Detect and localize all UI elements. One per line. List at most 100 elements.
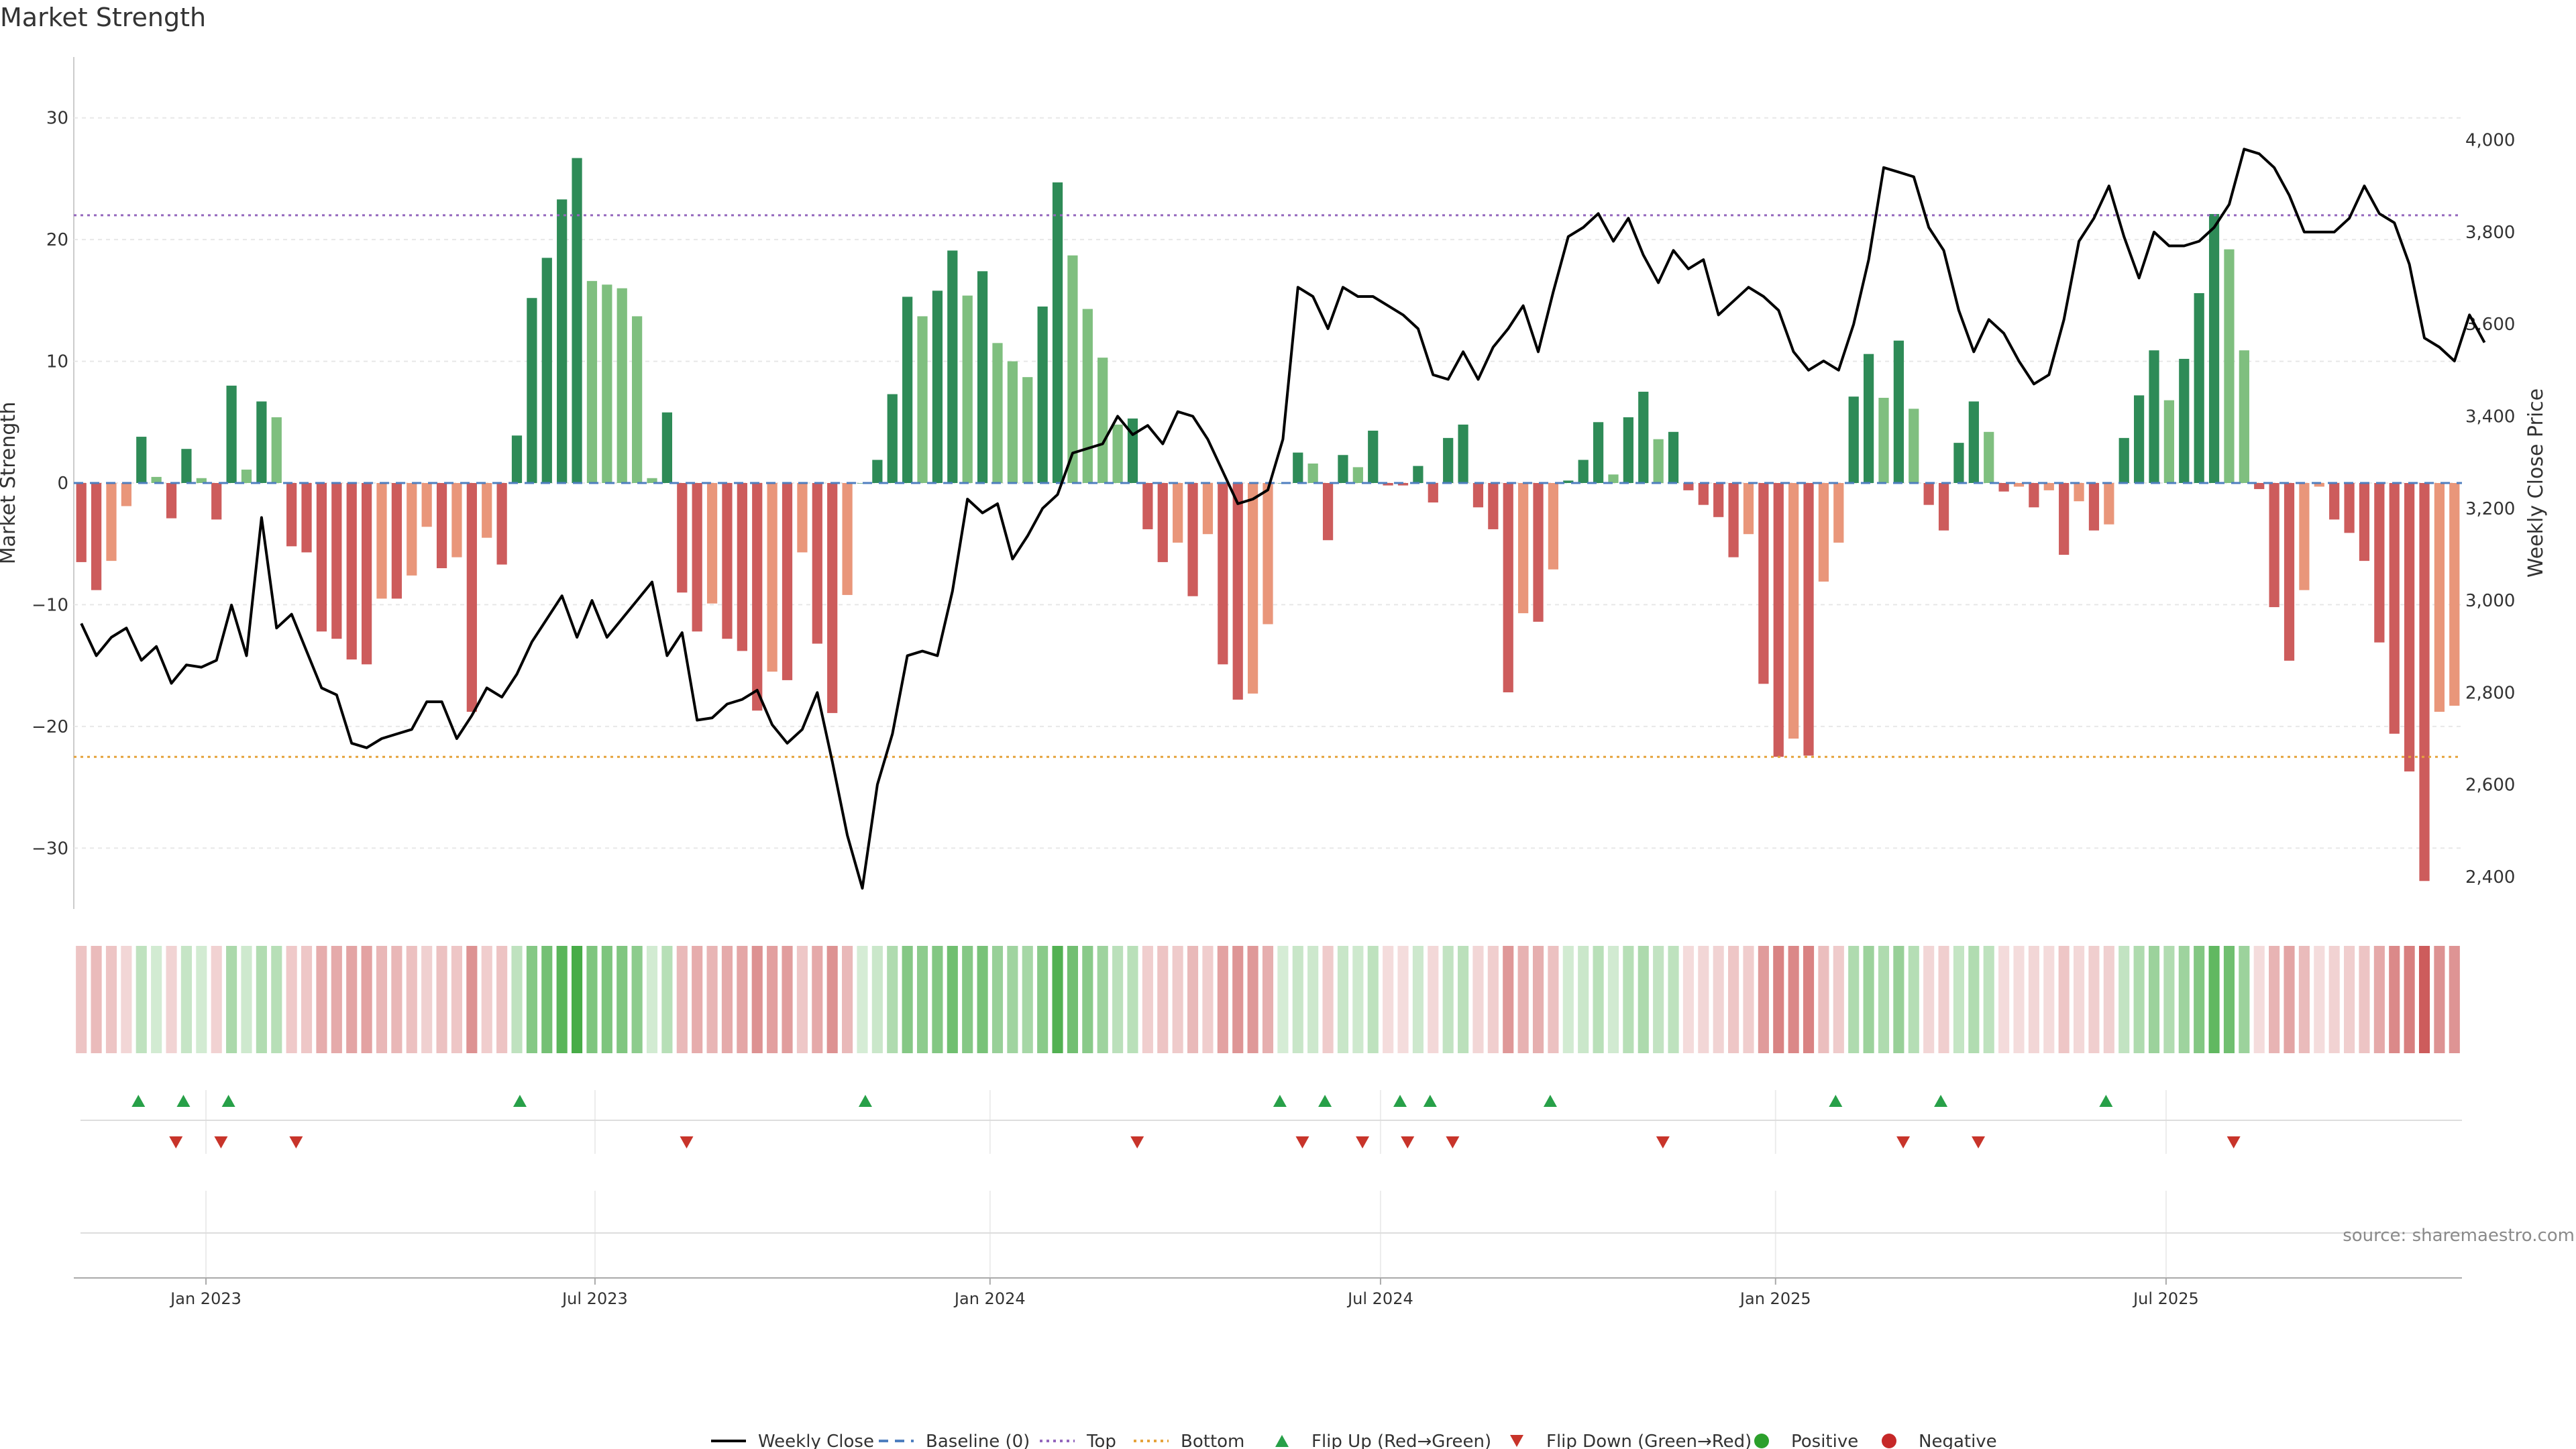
heat-cell: [1593, 946, 1604, 1053]
strength-bar: [1788, 483, 1799, 739]
heat-cell: [2418, 946, 2430, 1053]
y2-tick-label: 3,600: [2465, 315, 2515, 335]
heat-cell: [1412, 946, 1424, 1053]
strength-bar: [241, 470, 252, 483]
heat-cell: [1698, 946, 1709, 1053]
heat-cell: [1818, 946, 1829, 1053]
strength-bar: [2299, 483, 2310, 590]
y2-tick-label: 4,000: [2465, 131, 2515, 151]
heat-cell: [2223, 946, 2235, 1053]
heat-cell: [2028, 946, 2039, 1053]
heat-cell: [1803, 946, 1815, 1053]
strength-bar: [407, 483, 417, 576]
legend-item: Bottom: [1134, 1432, 1244, 1449]
heat-cell: [1503, 946, 1514, 1053]
strength-bar: [2163, 400, 2175, 483]
heat-cell: [1968, 946, 1980, 1053]
heat-cell: [586, 946, 598, 1053]
heat-cell: [676, 946, 688, 1053]
strength-bar: [511, 435, 523, 483]
strength-bar: [1443, 437, 1454, 483]
strength-bar: [2389, 483, 2400, 734]
heat-cell: [1172, 946, 1183, 1053]
strength-bar: [76, 483, 87, 562]
strength-bar: [1338, 455, 1348, 483]
strength-bar: [767, 483, 777, 672]
flip-down-marker: [1356, 1136, 1370, 1148]
strength-bar: [1758, 483, 1769, 684]
strength-bar: [346, 483, 357, 660]
heat-cell: [1112, 946, 1124, 1053]
strength-bar: [1247, 483, 1258, 694]
heat-cell: [2194, 946, 2205, 1053]
strength-bar: [887, 394, 898, 483]
strength-bar: [1998, 483, 2009, 492]
heat-cell: [1773, 946, 1784, 1053]
heat-cell: [2058, 946, 2070, 1053]
heat-cell: [136, 946, 147, 1053]
strength-bar: [1938, 483, 1949, 531]
strength-bar: [1683, 483, 1694, 490]
heat-cell: [1307, 946, 1319, 1053]
strength-bar: [1878, 398, 1889, 483]
strength-bar: [1623, 417, 1633, 483]
flip-up-marker: [513, 1095, 527, 1107]
heat-cell: [180, 946, 192, 1053]
strength-bar: [2179, 358, 2190, 483]
strength-bar: [1668, 431, 1679, 483]
heat-cell: [331, 946, 342, 1053]
heat-cell: [1337, 946, 1349, 1053]
heat-cell: [1397, 946, 1409, 1053]
legend-item: Top: [1040, 1432, 1116, 1449]
heat-cell: [211, 946, 222, 1053]
heat-cell: [511, 946, 523, 1053]
heat-cell: [601, 946, 612, 1053]
heat-cell: [1653, 946, 1664, 1053]
strength-bar: [2434, 483, 2445, 712]
heat-cell: [1458, 946, 1469, 1053]
heat-cell: [1082, 946, 1093, 1053]
strength-bar: [827, 483, 838, 713]
heat-cell: [1428, 946, 1439, 1053]
heat-cell: [2314, 946, 2325, 1053]
heat-cell: [646, 946, 658, 1053]
strength-bar: [1293, 452, 1303, 483]
heat-cell: [316, 946, 327, 1053]
strength-bar: [1368, 430, 1379, 483]
strength-bar: [316, 483, 327, 632]
heat-cell: [2344, 946, 2355, 1053]
heat-cell: [1247, 946, 1258, 1053]
strength-bar: [2074, 483, 2084, 502]
heat-cell: [196, 946, 207, 1053]
legend-label: Flip Down (Green→Red): [1546, 1432, 1752, 1449]
heat-cell: [842, 946, 853, 1053]
strength-bar: [151, 476, 162, 483]
flip-down-marker: [680, 1136, 694, 1148]
strength-bar: [2404, 483, 2415, 771]
strength-bar: [857, 483, 868, 484]
legend-flip-up-swatch: [1275, 1435, 1289, 1447]
strength-bar: [1984, 431, 1994, 483]
y2-tick-label: 3,000: [2465, 591, 2515, 611]
strength-bar: [181, 449, 192, 483]
heat-cell: [1532, 946, 1544, 1053]
y-tick-label: −30: [32, 839, 68, 859]
heat-cell: [1052, 946, 1063, 1053]
heat-cell: [2133, 946, 2145, 1053]
legend-item: Flip Up (Red→Green): [1275, 1432, 1491, 1449]
strength-bar: [2149, 350, 2159, 483]
strength-bar: [1953, 443, 1964, 483]
heat-cell: [421, 946, 433, 1053]
heat-cell: [1202, 946, 1214, 1053]
legend-flip-down-swatch: [1510, 1435, 1523, 1447]
heat-cell: [271, 946, 282, 1053]
weekly-close-line: [80, 148, 2486, 890]
heat-cell: [2118, 946, 2130, 1053]
y-tick-label: 10: [46, 352, 68, 372]
heat-cell: [286, 946, 297, 1053]
flip-down-marker: [1130, 1136, 1144, 1148]
strength-bar: [661, 412, 673, 483]
strength-bar: [2329, 483, 2340, 520]
flip-down-marker: [1656, 1136, 1670, 1148]
flip-down-marker: [2226, 1136, 2241, 1148]
